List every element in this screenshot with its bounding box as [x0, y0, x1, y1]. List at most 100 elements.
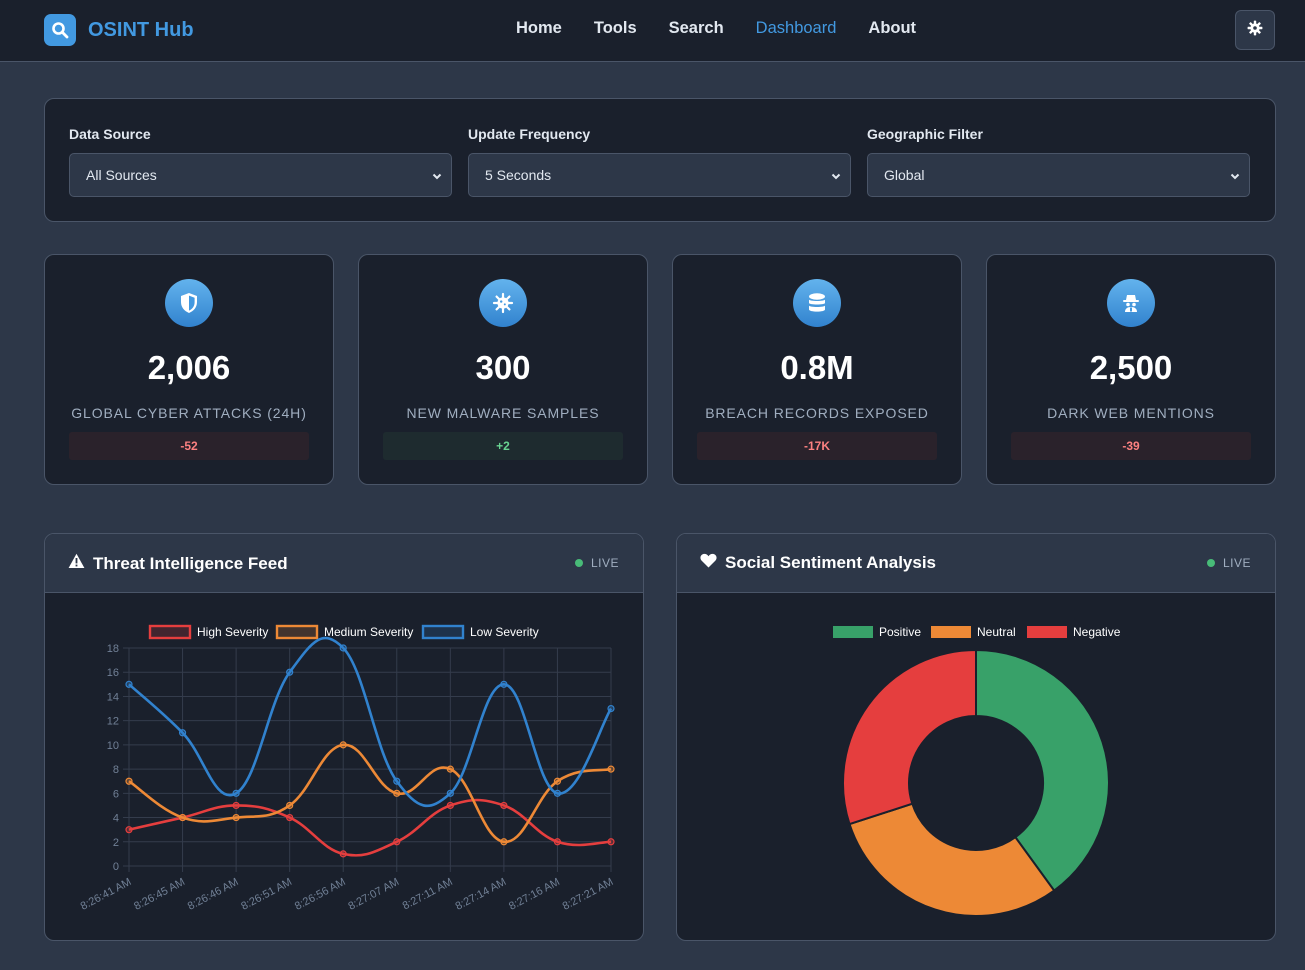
shield-icon	[165, 279, 213, 327]
data-point[interactable]	[232, 813, 240, 822]
geographic-select[interactable]: Global	[867, 153, 1250, 197]
data-point[interactable]	[178, 729, 187, 737]
data-point[interactable]	[339, 741, 347, 749]
legend-swatch	[275, 624, 319, 640]
legend-label: Neutral	[977, 625, 1016, 639]
gear-icon	[1247, 20, 1263, 41]
nav-dashboard[interactable]: Dashboard	[755, 19, 837, 37]
legend-swatch	[833, 626, 873, 638]
series-line	[128, 798, 612, 857]
live-indicator	[574, 559, 583, 567]
legend-label: High Severity	[197, 625, 268, 639]
legend-item[interactable]: Positive	[833, 625, 921, 639]
nav-tools[interactable]: Tools	[593, 19, 637, 37]
y-tick-label: 14	[107, 691, 119, 703]
panel-title-text: Social Sentiment Analysis	[725, 553, 936, 572]
nav-links: Home Tools Search Dashboard About	[516, 19, 948, 38]
geographic-value: Global	[884, 167, 925, 183]
data-point[interactable]	[178, 813, 187, 822]
threat-intelligence-panel: Threat Intelligence Feed LIVE High Sever…	[44, 533, 644, 941]
data-point[interactable]	[125, 680, 133, 688]
update-frequency-filter: Update Frequency 5 Seconds	[468, 126, 851, 197]
data-source-label: Data Source	[69, 126, 151, 142]
data-point[interactable]	[286, 813, 294, 822]
panel-title-text: Threat Intelligence Feed	[93, 553, 288, 573]
y-tick-label: 6	[113, 788, 119, 800]
slice-neutral[interactable]	[848, 802, 1056, 917]
x-tick-label: 8:26:45 AM	[132, 876, 187, 913]
stat-value: 2,500	[1089, 349, 1173, 386]
data-source-select[interactable]: All Sources	[69, 153, 452, 197]
data-point[interactable]	[125, 777, 133, 785]
settings-button[interactable]	[1235, 10, 1275, 50]
legend-item[interactable]: Negative	[1027, 625, 1121, 639]
live-label: LIVE	[590, 556, 619, 570]
chevron-down-icon	[431, 169, 443, 187]
stat-label: BREACH RECORDS EXPOSED	[705, 405, 929, 421]
slice-negative[interactable]	[842, 648, 977, 826]
x-tick-label: 8:26:56 AM	[293, 876, 348, 913]
panel-title: Social Sentiment Analysis	[700, 553, 936, 573]
brand[interactable]: OSINT Hub	[44, 14, 194, 46]
live-label: LIVE	[1222, 556, 1251, 570]
update-frequency-label: Update Frequency	[468, 126, 591, 142]
data-point[interactable]	[339, 850, 347, 858]
update-frequency-select[interactable]: 5 Seconds	[468, 153, 851, 197]
nav-about[interactable]: About	[868, 19, 917, 37]
legend-swatch	[931, 626, 971, 638]
legend-swatch	[148, 624, 192, 640]
legend-item[interactable]: Medium Severity	[275, 624, 413, 640]
legend-swatch	[421, 624, 465, 640]
data-point[interactable]	[500, 801, 508, 810]
data-point[interactable]	[339, 644, 347, 652]
legend-item[interactable]: Low Severity	[421, 624, 539, 640]
data-point[interactable]	[446, 801, 454, 810]
virus-icon	[479, 279, 527, 327]
x-tick-label: 8:26:41 AM	[79, 876, 134, 913]
legend-label: Low Severity	[470, 625, 539, 639]
chevron-down-icon	[1229, 169, 1241, 187]
y-tick-label: 18	[107, 643, 119, 655]
data-point[interactable]	[607, 765, 615, 773]
stat-change: -39	[1011, 432, 1251, 460]
data-point[interactable]	[500, 680, 508, 688]
series-low-severity	[125, 636, 615, 808]
legend-item[interactable]: High Severity	[148, 624, 268, 640]
data-point[interactable]	[553, 789, 562, 797]
series-line	[128, 743, 612, 844]
x-tick-label: 8:27:11 AM	[401, 876, 455, 912]
database-icon	[793, 279, 841, 327]
data-point[interactable]	[446, 765, 454, 773]
sentiment-analysis-panel: Social Sentiment Analysis LIVE Positive N…	[676, 533, 1276, 941]
data-point[interactable]	[607, 704, 615, 713]
data-point[interactable]	[232, 801, 240, 810]
data-point[interactable]	[393, 789, 401, 797]
brand-name: OSINT Hub	[88, 18, 194, 41]
top-navbar: OSINT Hub Home Tools Search Dashboard Ab…	[0, 0, 1305, 62]
data-point[interactable]	[393, 777, 401, 785]
data-point[interactable]	[500, 838, 508, 846]
data-point[interactable]	[446, 789, 454, 797]
legend-label: Negative	[1073, 625, 1121, 639]
data-point[interactable]	[553, 777, 562, 785]
x-tick-label: 8:26:51 AM	[239, 876, 294, 913]
slice-positive[interactable]	[975, 648, 1110, 892]
y-tick-label: 2	[113, 837, 119, 849]
series-medium-severity	[125, 741, 615, 846]
heart-icon	[700, 553, 717, 573]
data-point[interactable]	[607, 838, 615, 846]
data-point[interactable]	[125, 826, 133, 834]
stat-value: 0.8M	[780, 349, 854, 386]
data-point[interactable]	[286, 801, 294, 810]
data-point[interactable]	[232, 789, 240, 797]
data-point[interactable]	[286, 668, 294, 676]
nav-home[interactable]: Home	[516, 19, 562, 37]
nav-search[interactable]: Search	[668, 19, 724, 37]
data-source-value: All Sources	[86, 167, 157, 183]
stat-change: -17K	[697, 432, 937, 460]
data-point[interactable]	[553, 838, 562, 846]
stat-label: DARK WEB MENTIONS	[1047, 405, 1215, 421]
data-point[interactable]	[393, 838, 401, 846]
legend-item[interactable]: Neutral	[931, 625, 1016, 639]
x-tick-label: 8:27:14 AM	[454, 876, 509, 913]
